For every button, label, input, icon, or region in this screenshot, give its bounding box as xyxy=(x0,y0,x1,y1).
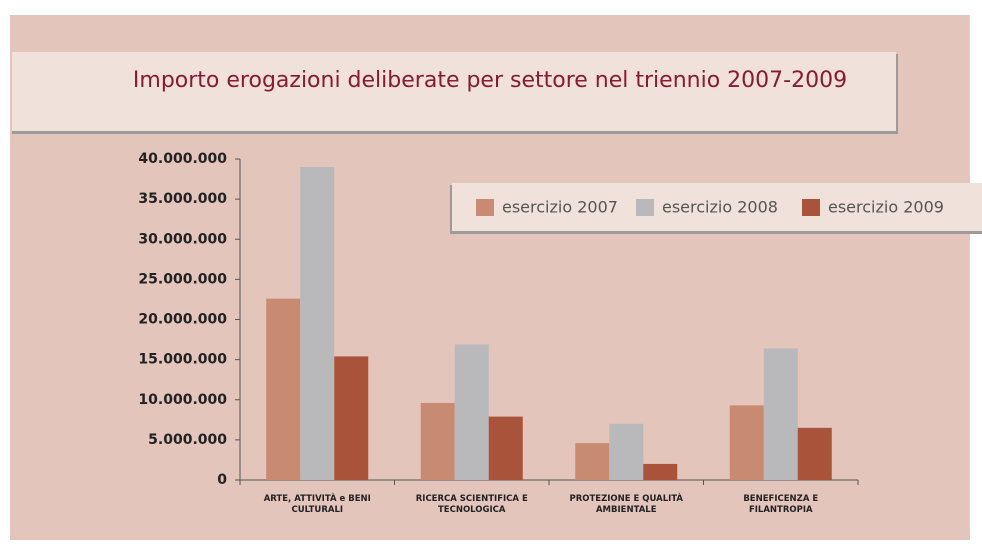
y-tick-label: 35.000.000 xyxy=(138,191,227,207)
y-tick-label: 20.000.000 xyxy=(138,312,227,328)
bar xyxy=(797,427,832,480)
x-tick-label: ARTE, ATTIVITÀ e BENI CULTURALI xyxy=(263,494,371,515)
y-tick-label: 15.000.000 xyxy=(138,352,227,368)
y-tick-label: 25.000.000 xyxy=(138,271,227,287)
legend-swatch xyxy=(802,199,820,216)
bar xyxy=(266,298,301,480)
legend-label: esercizio 2008 xyxy=(662,198,778,217)
bar xyxy=(609,423,644,480)
legend-box xyxy=(452,183,982,231)
x-tick-label: BENEFICENZA E FILANTROPIA xyxy=(743,494,819,515)
y-tick-label: 30.000.000 xyxy=(138,231,227,247)
bar xyxy=(763,348,798,480)
legend-label: esercizio 2007 xyxy=(502,198,618,217)
bar xyxy=(729,405,764,480)
chart-title: Importo erogazioni deliberate per settor… xyxy=(133,68,847,93)
bar xyxy=(300,167,335,480)
legend-swatch xyxy=(636,199,654,216)
bar xyxy=(334,356,369,480)
y-tick-label: 40.000.000 xyxy=(138,151,227,167)
legend-swatch xyxy=(476,199,494,216)
y-tick-label: 5.000.000 xyxy=(148,432,227,448)
x-tick-label: PROTEZIONE E QUALITÀ AMBIENTALE xyxy=(569,494,684,515)
title-box xyxy=(12,52,896,131)
bar xyxy=(575,443,610,480)
bar xyxy=(454,344,489,480)
legend-label: esercizio 2009 xyxy=(828,198,944,217)
bar xyxy=(420,402,455,480)
bar xyxy=(643,463,678,480)
y-tick-label: 10.000.000 xyxy=(138,392,227,408)
bar xyxy=(488,416,523,480)
x-tick-label: RICERCA SCIENTIFICA E TECNOLOGICA xyxy=(415,494,528,515)
y-tick-label: 0 xyxy=(217,472,227,488)
